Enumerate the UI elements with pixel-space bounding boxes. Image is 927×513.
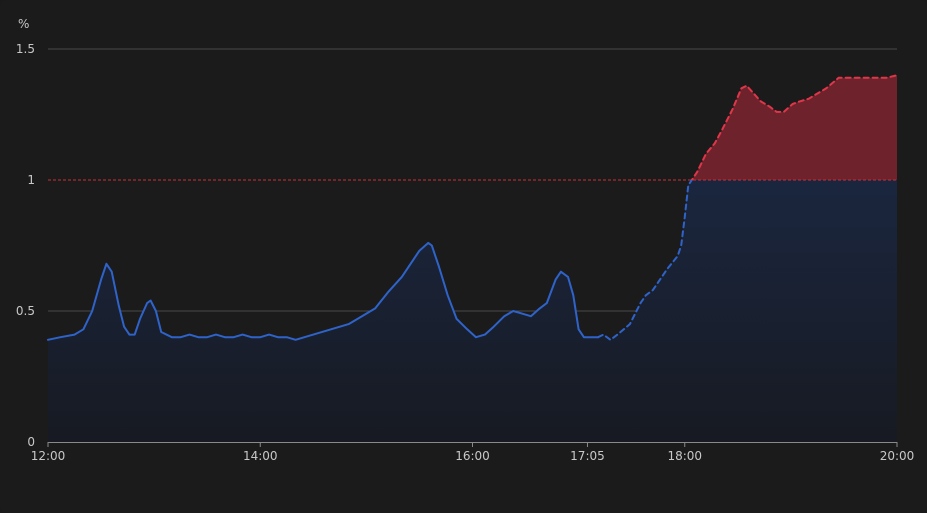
y-tick-label: 1.5: [16, 42, 35, 56]
series-line-1: [47, 241, 600, 341]
x-tick-label: 18:00: [667, 449, 702, 463]
series-line-exceed-2: [690, 74, 898, 180]
y-axis-unit: %: [18, 17, 29, 31]
y-tick-label: 0: [27, 435, 35, 449]
series-lines: [47, 74, 898, 341]
x-tick-label: 17:05: [570, 449, 605, 463]
area-fill-normal: [48, 180, 897, 442]
x-tick-label: 16:00: [455, 449, 490, 463]
y-tick-label: 1: [27, 173, 35, 187]
series-line-2: [597, 180, 694, 341]
area-fills: [48, 75, 897, 442]
y-tick-label: 0.5: [16, 304, 35, 318]
axes: 0 0.5 1 1.5 12:00 14:00 16:00 17:05 18:00 20:00: [16, 42, 914, 463]
x-tick-label: 14:00: [243, 449, 278, 463]
x-tick-label: 12:00: [31, 449, 66, 463]
x-tick-label: 20:00: [880, 449, 915, 463]
area-fill-exceed: [691, 75, 897, 180]
